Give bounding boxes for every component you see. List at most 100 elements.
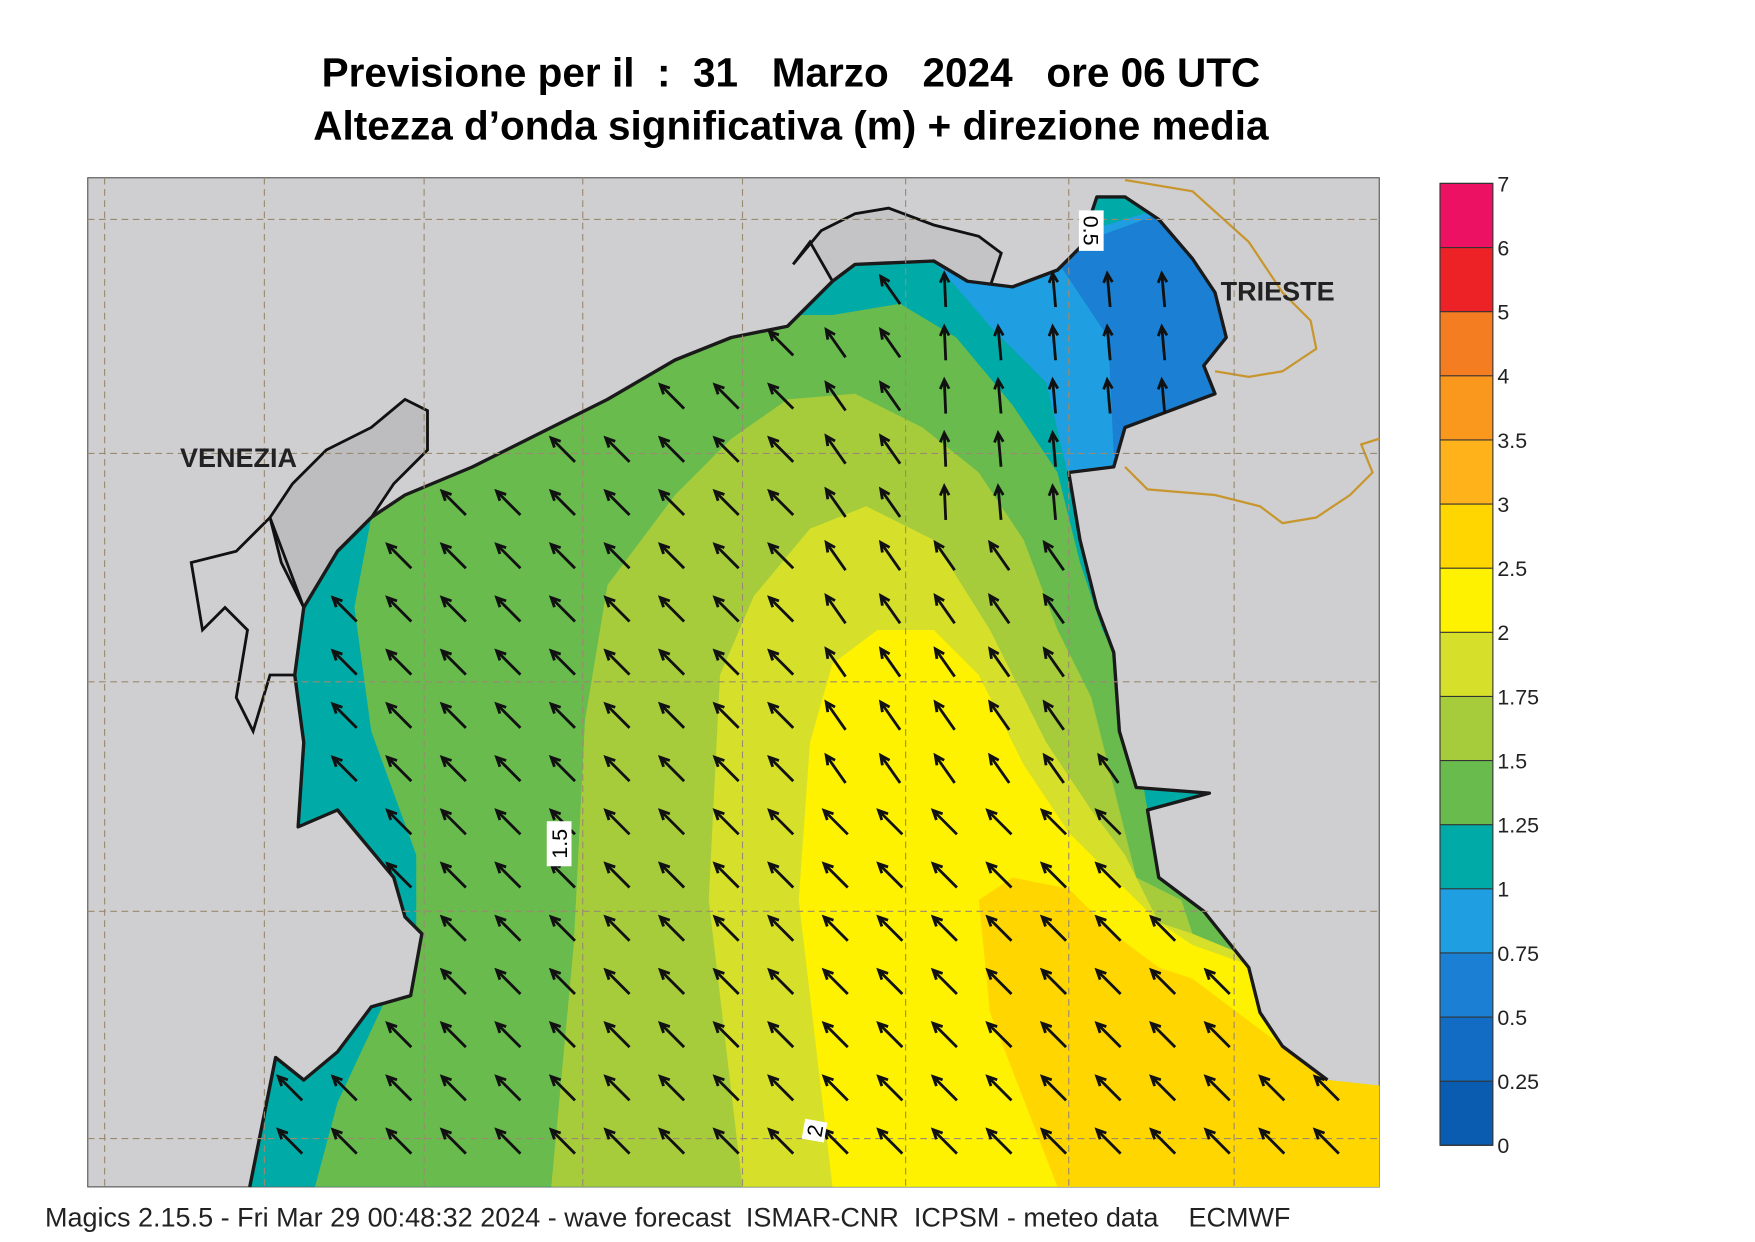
arrow: [548, 1021, 576, 1049]
arrow: [548, 701, 576, 729]
subtitle: Altezza d’onda significativa (m) + direz…: [313, 103, 1269, 149]
colorbar-label: 0.5: [1497, 1006, 1527, 1030]
colorbar-segment: [1440, 183, 1493, 248]
graticule: [87, 177, 1380, 1187]
arrow: [767, 435, 795, 463]
arrow: [494, 648, 522, 676]
arrow: [712, 1074, 740, 1102]
arrow: [657, 382, 686, 410]
arrow: [878, 752, 902, 784]
arrow: [993, 429, 1005, 467]
arrow: [657, 435, 686, 463]
arrow: [1094, 1127, 1122, 1155]
arrow: [603, 701, 631, 729]
arrow: [712, 861, 740, 889]
arrow: [439, 914, 467, 942]
arrow: [938, 429, 951, 467]
arrow: [767, 701, 795, 729]
arrow: [385, 808, 413, 836]
arrow: [824, 539, 847, 571]
colorbar-label: 0.75: [1497, 942, 1539, 966]
arrow: [1047, 323, 1060, 361]
arrow: [876, 808, 904, 836]
arrow: [276, 1074, 304, 1102]
colorbar-segment: [1440, 375, 1493, 440]
arrow: [1094, 1074, 1122, 1102]
arrow: [1042, 699, 1065, 731]
arrow: [657, 808, 686, 836]
arrow: [657, 648, 686, 676]
arrow: [993, 376, 1005, 414]
arrow: [988, 593, 1011, 625]
arrow: [494, 488, 522, 517]
title: Previsione per il : 31 Marzo 2024 ore 06…: [322, 50, 1261, 96]
arrow: [548, 914, 576, 942]
arrow: [712, 382, 740, 410]
arrow: [603, 754, 631, 783]
arrow: [767, 861, 795, 889]
arrow: [1094, 861, 1122, 889]
arrow: [603, 1127, 631, 1155]
arrow: [767, 382, 795, 410]
arrow: [1042, 646, 1065, 678]
colorbar-segment: [1440, 760, 1493, 825]
colorbar-segment: [1440, 1017, 1493, 1082]
colorbar-segment: [1440, 952, 1493, 1017]
arrow: [657, 542, 686, 570]
arrow: [1156, 376, 1169, 414]
arrow: [930, 861, 958, 889]
contour-label: 2: [803, 1123, 829, 1139]
arrow: [657, 595, 686, 623]
colorbar-segment: [1440, 632, 1493, 697]
arrow: [767, 595, 795, 623]
arrow: [985, 808, 1013, 836]
arrow: [1203, 1127, 1231, 1155]
arrow: [385, 701, 413, 729]
arrow: [657, 701, 686, 729]
colorbar-label: 0.25: [1497, 1070, 1539, 1094]
arrow: [878, 646, 902, 678]
arrow: [824, 433, 847, 465]
arrow: [985, 1127, 1013, 1155]
arrow: [385, 648, 413, 676]
arrow: [385, 1074, 413, 1102]
arrow: [1039, 861, 1068, 889]
colorbar-segment: [1440, 504, 1493, 569]
arrow: [657, 861, 686, 889]
arrow: [985, 1021, 1013, 1049]
colorbar-segment: [1440, 696, 1493, 761]
arrow: [767, 914, 795, 942]
arrow: [439, 542, 467, 570]
arrow: [1042, 752, 1065, 784]
arrow: [439, 1021, 467, 1049]
arrow: [1047, 429, 1060, 467]
arrow: [657, 1127, 686, 1155]
arrow: [821, 1074, 849, 1102]
arrow: [824, 752, 847, 784]
arrow: [1203, 1074, 1231, 1102]
footer: Magics 2.15.5 - Fri Mar 29 00:48:32 2024…: [45, 1202, 1290, 1232]
arrow: [878, 593, 902, 625]
arrow: [876, 914, 904, 942]
arrow: [824, 380, 847, 412]
arrow: [712, 435, 740, 463]
arrow: [767, 1021, 795, 1049]
arrow: [988, 539, 1011, 571]
colorbar-label: 1: [1497, 878, 1509, 902]
arrow: [330, 1074, 358, 1102]
arrow: [494, 1074, 522, 1102]
arrow: [330, 648, 358, 676]
arrow: [988, 646, 1011, 678]
colorbar-label: 4: [1497, 365, 1509, 389]
arrow: [876, 1021, 904, 1049]
arrow: [1039, 1074, 1068, 1102]
arrow: [657, 914, 686, 942]
arrow: [1149, 1074, 1177, 1102]
arrow: [439, 488, 467, 517]
arrow: [439, 648, 467, 676]
arrow: [494, 701, 522, 729]
arrow: [767, 329, 795, 357]
arrow: [712, 701, 740, 729]
arrow: [933, 539, 956, 571]
arrow: [548, 595, 576, 623]
